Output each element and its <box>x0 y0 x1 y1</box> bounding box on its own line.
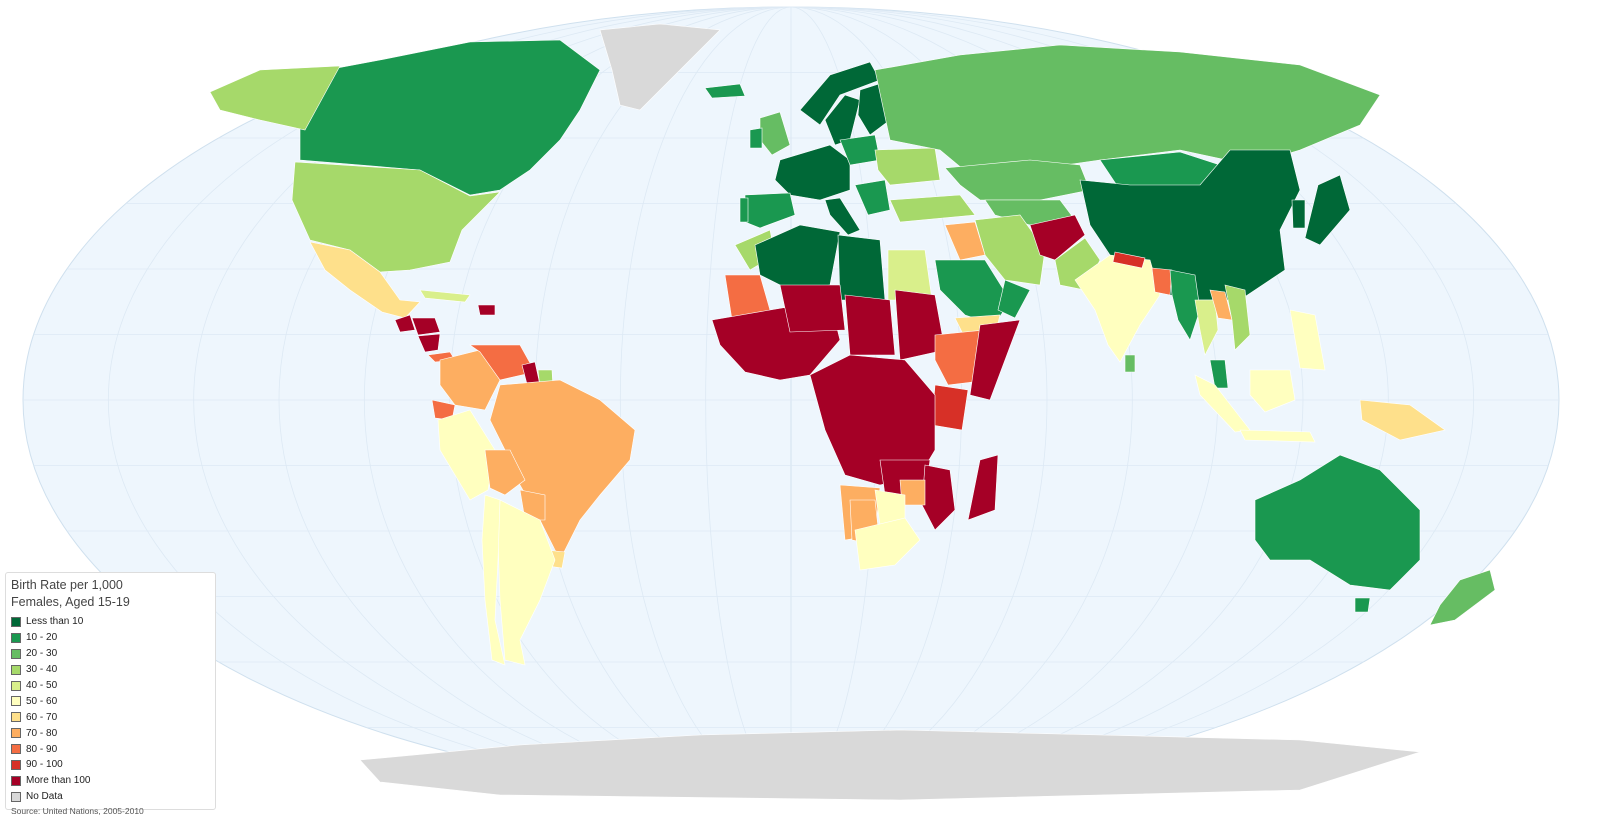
legend-label: 60 - 70 <box>26 711 58 723</box>
region-guatemala[interactable] <box>394 314 416 333</box>
region-kazakhstan[interactable] <box>944 159 1091 201</box>
region-paraguay[interactable] <box>519 489 546 521</box>
region-mexico[interactable] <box>309 241 421 319</box>
region-dominican-republic[interactable] <box>477 304 496 316</box>
legend-label: More than 100 <box>26 775 91 787</box>
region-chile[interactable] <box>481 494 506 666</box>
region-ireland[interactable] <box>749 127 763 149</box>
legend-swatch <box>11 712 21 723</box>
legend-item[interactable]: 60 - 70 <box>11 709 215 725</box>
legend-item[interactable]: 10 - 20 <box>11 630 215 646</box>
region-antarctica[interactable] <box>359 729 1421 801</box>
legend-swatch <box>11 616 21 627</box>
region-peru[interactable] <box>437 409 496 501</box>
region-madagascar[interactable] <box>967 454 999 521</box>
region-java[interactable] <box>1239 429 1316 443</box>
legend-swatch <box>11 744 21 755</box>
legend-swatch <box>11 664 21 675</box>
legend-swatch <box>11 632 21 643</box>
region-japan[interactable] <box>1304 174 1351 246</box>
legend-item[interactable]: 50 - 60 <box>11 693 215 709</box>
region-niger[interactable] <box>779 284 846 333</box>
region-philippines[interactable] <box>1289 309 1326 371</box>
legend-item[interactable]: 90 - 100 <box>11 757 215 773</box>
legend-label: 80 - 90 <box>26 743 58 755</box>
legend-swatch <box>11 696 21 707</box>
region-portugal[interactable] <box>739 197 749 223</box>
region-ukraine[interactable] <box>874 147 941 186</box>
legend-label: 30 - 40 <box>26 664 58 676</box>
legend-label: 70 - 80 <box>26 727 58 739</box>
region-iceland[interactable] <box>704 83 746 99</box>
region-western-europe[interactable] <box>774 144 851 201</box>
region-chad[interactable] <box>844 294 896 356</box>
region-korea[interactable] <box>1291 199 1306 229</box>
legend-swatch <box>11 759 21 770</box>
region-nepal[interactable] <box>1112 251 1146 269</box>
legend-label: No Data <box>26 791 63 803</box>
legend-label: Less than 10 <box>26 616 84 628</box>
region-balkans[interactable] <box>854 179 891 216</box>
legend: Birth Rate per 1,000 Females, Aged 15-19… <box>5 572 216 816</box>
region-tasmania[interactable] <box>1354 597 1371 613</box>
region-oman[interactable] <box>997 279 1031 319</box>
legend-swatch <box>11 791 21 802</box>
legend-item[interactable]: Less than 10 <box>11 614 215 630</box>
legend-item[interactable]: 30 - 40 <box>11 662 215 678</box>
region-alaska[interactable] <box>209 65 341 131</box>
region-australia[interactable] <box>1254 454 1421 591</box>
legend-swatch <box>11 680 21 691</box>
region-argentina[interactable] <box>497 499 556 666</box>
region-new-zealand[interactable] <box>1429 569 1496 626</box>
legend-item[interactable]: More than 100 <box>11 773 215 789</box>
region-sri-lanka[interactable] <box>1124 354 1136 373</box>
region-sweden[interactable] <box>824 94 861 146</box>
region-nicaragua[interactable] <box>417 333 441 353</box>
region-papua-new-guinea[interactable] <box>1359 399 1446 441</box>
region-united-states[interactable] <box>291 161 501 273</box>
region-cuba[interactable] <box>419 289 471 303</box>
legend-swatch <box>11 648 21 659</box>
region-greenland[interactable] <box>599 23 721 111</box>
legend-swatch <box>11 728 21 739</box>
legend-swatch <box>11 775 21 786</box>
region-honduras[interactable] <box>411 317 441 336</box>
legend-item[interactable]: No Data <box>11 789 215 805</box>
region-vietnam[interactable] <box>1224 284 1251 351</box>
legend-label: 50 - 60 <box>26 695 58 707</box>
region-myanmar[interactable] <box>1169 269 1201 341</box>
region-bolivia[interactable] <box>484 449 526 496</box>
legend-title: Birth Rate per 1,000 Females, Aged 15-19 <box>11 578 130 609</box>
legend-item[interactable]: 20 - 30 <box>11 646 215 662</box>
legend-item[interactable]: 40 - 50 <box>11 678 215 694</box>
region-south-africa[interactable] <box>854 517 921 571</box>
region-afghanistan[interactable] <box>1029 214 1086 261</box>
legend-label: 40 - 50 <box>26 680 58 691</box>
legend-source: Source: United Nations, 2005-2010 <box>11 805 144 816</box>
legend-item[interactable]: 80 - 90 <box>11 741 215 757</box>
region-italy[interactable] <box>824 197 861 236</box>
region-malaysia[interactable] <box>1209 359 1229 389</box>
region-iraq[interactable] <box>944 221 986 261</box>
region-kenya[interactable] <box>931 384 969 431</box>
region-thailand[interactable] <box>1194 299 1219 356</box>
legend-items: Less than 10 10 - 20 20 - 30 30 - 40 40 - 50… <box>11 614 215 805</box>
region-borneo[interactable] <box>1249 369 1296 413</box>
legend-label: 10 - 20 <box>26 632 58 644</box>
region-libya[interactable] <box>837 234 886 301</box>
region-turkey[interactable] <box>889 194 976 223</box>
region-somalia[interactable] <box>969 319 1021 401</box>
region-venezuela[interactable] <box>469 344 536 381</box>
legend-label: 90 - 100 <box>26 759 63 771</box>
region-bangladesh[interactable] <box>1151 267 1173 296</box>
legend-label: 20 - 30 <box>26 648 58 660</box>
legend-item[interactable]: 70 - 80 <box>11 725 215 741</box>
